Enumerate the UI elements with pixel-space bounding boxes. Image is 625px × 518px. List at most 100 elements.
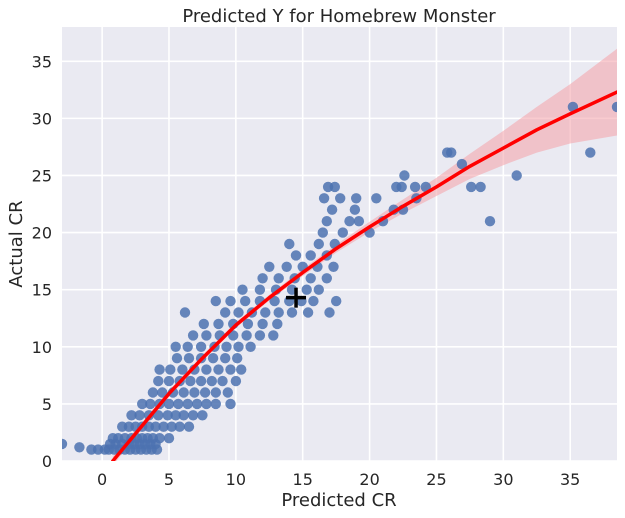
scatter-point [399, 170, 410, 181]
scatter-point [273, 307, 284, 318]
scatter-point [134, 410, 145, 421]
scatter-point [371, 193, 382, 204]
scatter-point [305, 250, 316, 261]
scatter-point [232, 353, 243, 364]
scatter-point [272, 318, 283, 330]
scatter-point [313, 238, 324, 250]
y-tick-label: 20 [32, 224, 52, 243]
scatter-point [163, 398, 175, 410]
scatter-point [484, 216, 496, 227]
scatter-point [213, 318, 224, 330]
scatter-point [220, 307, 231, 318]
scatter-point [162, 410, 173, 421]
scatter-point [302, 307, 314, 318]
scatter-point [185, 375, 196, 387]
chart-title: Predicted Y for Homebrew Monster [182, 6, 496, 27]
scatter-point [409, 181, 421, 193]
scatter-point [178, 410, 189, 421]
scatter-point [150, 421, 161, 432]
scatter-point [237, 284, 248, 295]
x-tick-label: 0 [97, 470, 107, 489]
scatter-point [313, 284, 324, 295]
scatter-point [233, 341, 244, 352]
scatter-point [257, 273, 268, 284]
scatter-point [163, 375, 175, 387]
scatter-point [230, 375, 242, 387]
scatter-point [199, 387, 211, 398]
x-tick-label: 20 [359, 470, 379, 489]
scatter-point [228, 330, 239, 341]
y-tick-label: 25 [32, 166, 52, 185]
scatter-point [611, 101, 617, 113]
scatter-point [166, 421, 177, 432]
scatter-point [264, 261, 275, 272]
x-tick-label: 15 [293, 470, 313, 489]
x-tick-label: 35 [560, 470, 580, 489]
scatter-point [165, 364, 176, 375]
scatter-point [189, 387, 200, 398]
scatter-point [335, 193, 346, 204]
scatter-point [126, 410, 137, 421]
scatter-point [195, 375, 207, 387]
scatter-point [217, 375, 228, 387]
scatter-point [182, 398, 193, 410]
scatter-point [242, 318, 254, 330]
scatter-point [163, 433, 175, 444]
scatter-point [157, 387, 168, 398]
y-tick-label: 15 [32, 281, 52, 300]
x-axis-label: Predicted CR [281, 490, 396, 511]
scatter-point [153, 375, 164, 387]
scatter-point [241, 330, 252, 341]
y-tick-label: 30 [32, 109, 52, 128]
scatter-point [301, 284, 312, 295]
scatter-points [62, 101, 617, 455]
scatter-point [240, 295, 251, 307]
scatter-point [201, 330, 212, 341]
scatter-point [210, 295, 221, 307]
predicted-point-marker [286, 287, 307, 308]
scatter-point [317, 227, 328, 238]
scatter-point [233, 307, 244, 318]
y-tick-label: 10 [32, 338, 52, 357]
scatter-point [475, 181, 486, 193]
scatter-point [191, 398, 203, 410]
scatter-point [198, 318, 209, 330]
scatter-point [286, 307, 298, 318]
scatter-point [254, 284, 266, 295]
scatter-point [62, 438, 68, 450]
y-tick-label: 0 [42, 452, 52, 471]
y-axis-label: Actual CR [6, 200, 27, 287]
scatter-point [182, 341, 193, 352]
scatter-point [220, 353, 231, 364]
scatter-point [225, 398, 236, 410]
scatter-point [210, 398, 221, 410]
scatter-point [236, 364, 247, 375]
scatter-point [446, 147, 457, 158]
scatter-point [187, 410, 199, 421]
scatter-point [201, 398, 212, 410]
scatter-point [349, 204, 361, 215]
scatter-point [179, 307, 191, 318]
scatter-point [145, 398, 156, 410]
scatter-point [221, 341, 232, 352]
scatter-point [321, 273, 332, 284]
scatter-point [153, 410, 164, 421]
scatter-point [456, 158, 468, 170]
scatter-point [173, 398, 184, 410]
x-axis-ticks: 0 5 10 15 20 25 30 35 [97, 470, 580, 489]
scatter-point [328, 261, 339, 272]
scatter-point [197, 410, 208, 421]
scatter-point [195, 341, 207, 352]
scatter-point [245, 341, 256, 352]
scatter-point [321, 216, 332, 227]
scatter-point [269, 295, 280, 307]
confidence-band-area [112, 48, 617, 461]
scatter-point [213, 364, 224, 375]
scatter-point [201, 364, 212, 375]
fit-line [111, 90, 617, 461]
x-tick-label: 30 [493, 470, 513, 489]
scatter-point [207, 353, 219, 364]
x-tick-label: 25 [426, 470, 446, 489]
scatter-point [351, 193, 362, 204]
